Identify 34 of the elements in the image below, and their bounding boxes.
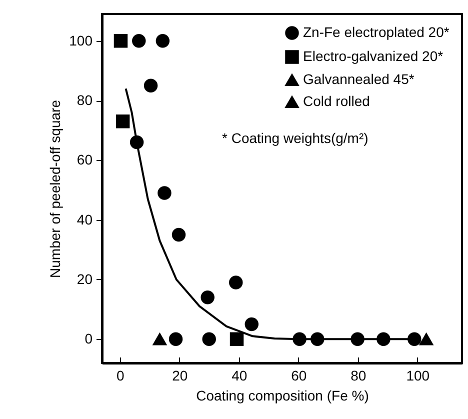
y-tick-label: 20: [76, 270, 93, 287]
x-tick-label: 0: [116, 368, 124, 384]
point: [116, 114, 130, 128]
x-tick-label: 60: [291, 368, 307, 384]
point: [156, 34, 170, 48]
y-tick-label: 100: [69, 32, 93, 48]
point: [230, 332, 244, 346]
point: [168, 332, 183, 346]
x-tick-label: 80: [350, 368, 366, 384]
point: [158, 186, 172, 200]
point: [419, 333, 434, 346]
point: [152, 333, 167, 346]
y-tick-label: 80: [76, 92, 93, 108]
point: [244, 317, 259, 332]
y-tick-label: 0: [84, 330, 93, 347]
x-tick-label: 100: [406, 368, 430, 384]
point: [172, 228, 186, 242]
x-tick-label: 20: [172, 368, 188, 384]
legend-label: Electro-galvanized 20*: [303, 48, 444, 64]
point: [114, 34, 128, 48]
point: [229, 276, 243, 290]
point: [202, 332, 216, 346]
point: [132, 34, 146, 48]
x-tick-label: 40: [232, 368, 248, 384]
annotation: * Coating weights(g/m²): [222, 130, 368, 146]
legend-label: Zn-Fe electroplated 20*: [303, 24, 450, 40]
point: [200, 290, 214, 304]
y-tick-label: 60: [76, 152, 93, 168]
x-axis-title: Coating composition (Fe %): [196, 388, 369, 404]
point: [144, 78, 158, 92]
y-tick-label: 40: [76, 211, 93, 228]
legend-label: Galvannealed 45*: [303, 71, 415, 87]
y-axis-title: Number of peeled-off square: [47, 100, 64, 278]
legend-label: Cold rolled: [303, 93, 370, 109]
